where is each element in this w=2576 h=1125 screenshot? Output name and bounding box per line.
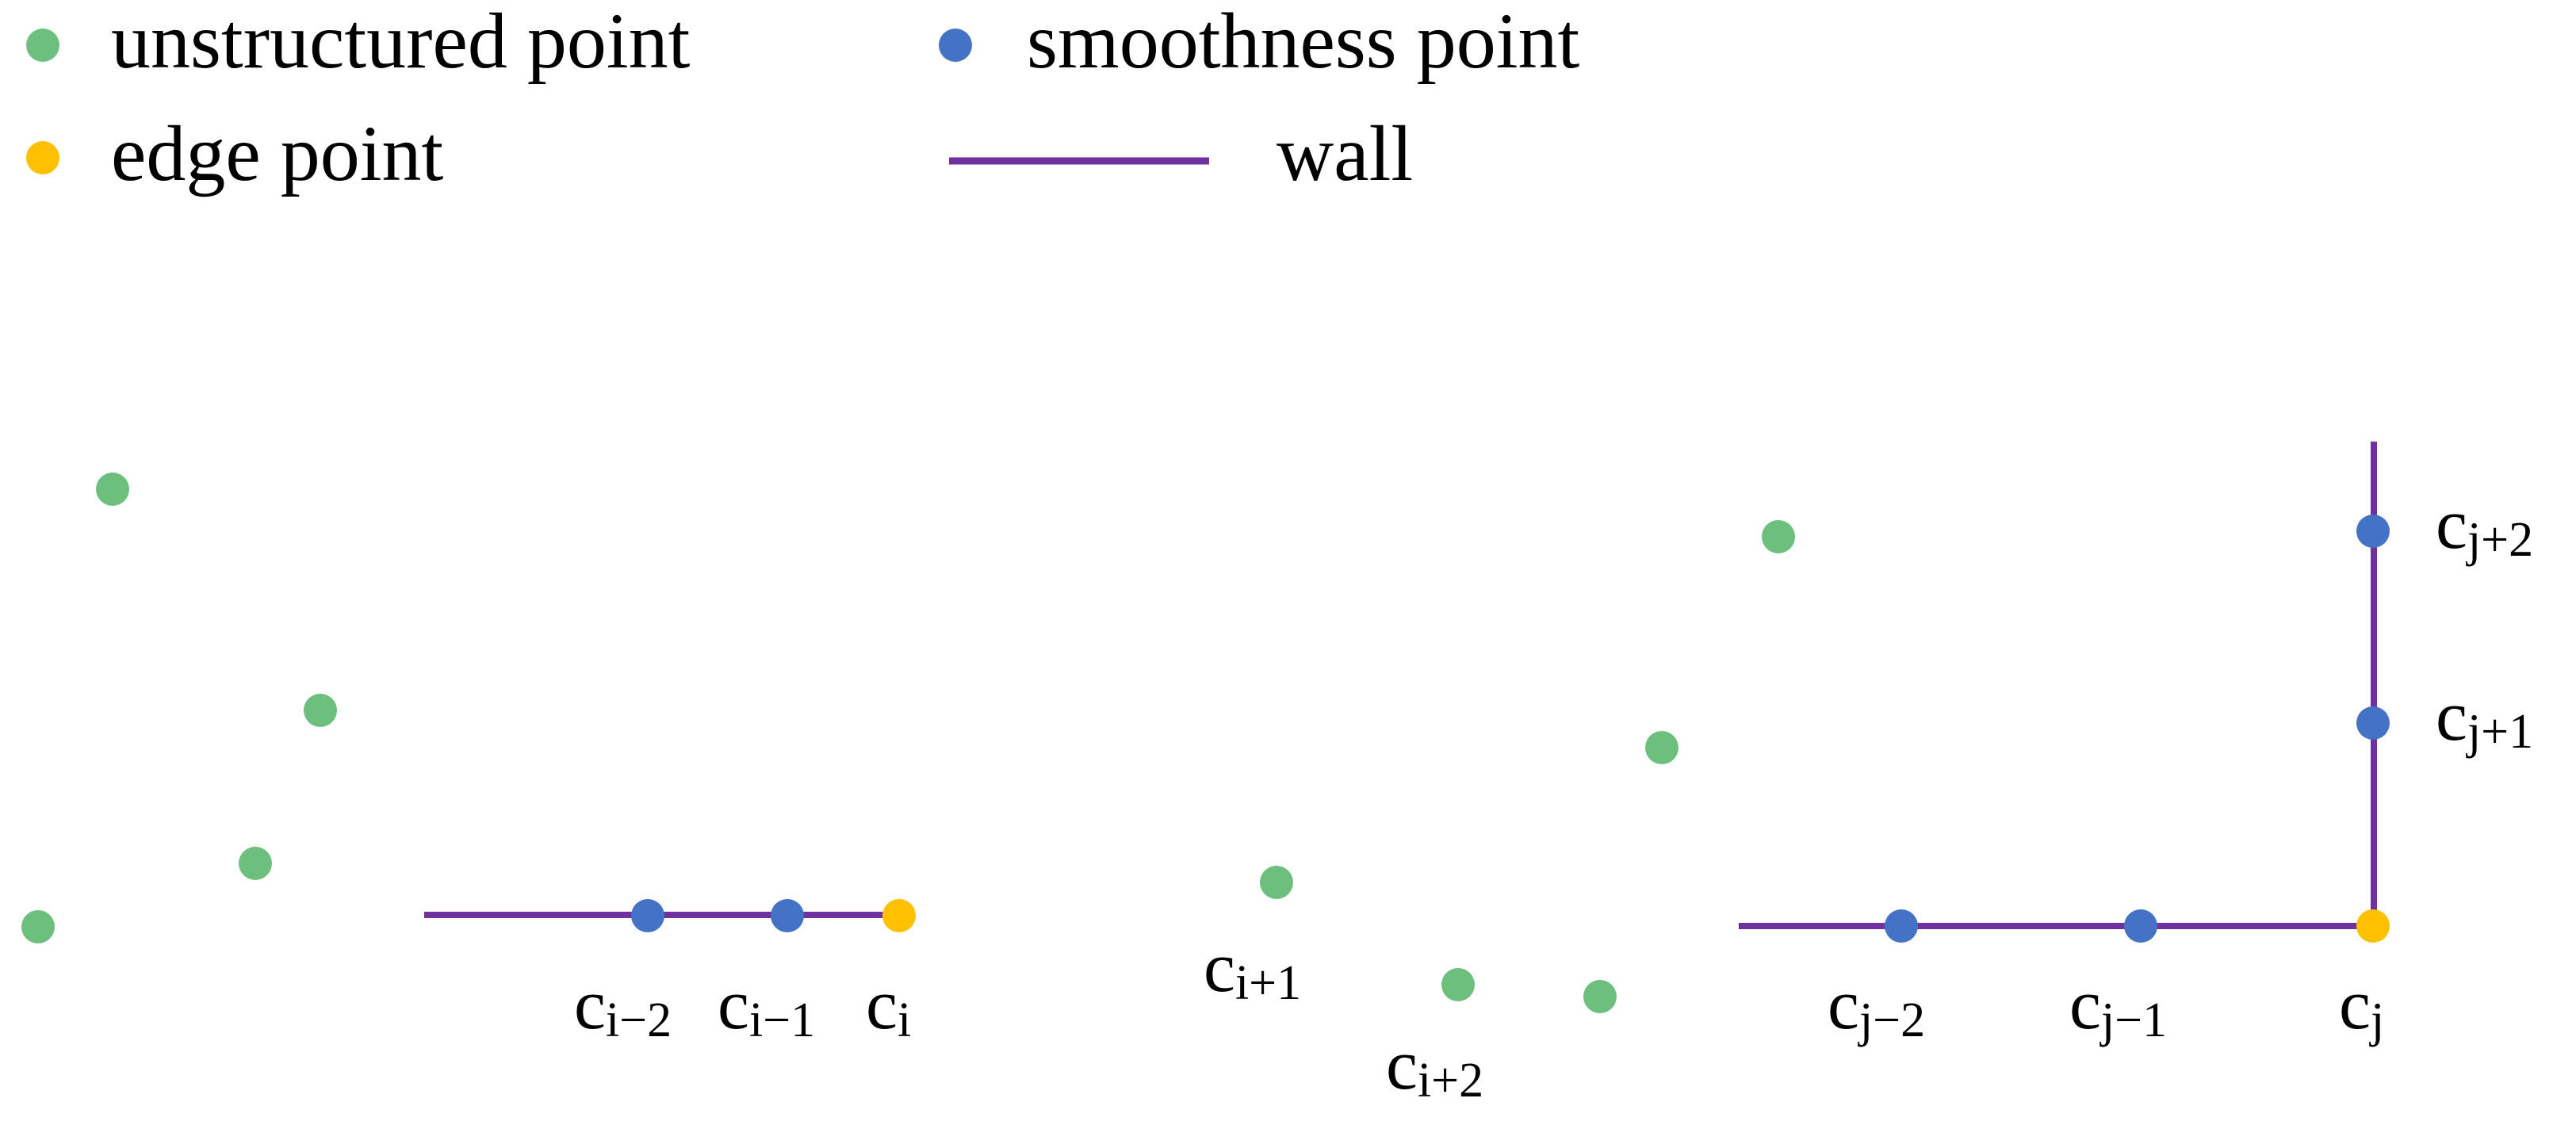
unstructured-point xyxy=(1762,520,1795,553)
label-c-j: cj xyxy=(2339,966,2384,1047)
legend-unstructured-marker xyxy=(26,29,59,62)
label-c-j-plus-2: cj+2 xyxy=(2436,485,2533,567)
smoothness-point-cj+2 xyxy=(2356,515,2390,548)
legend: unstructured point smoothness point edge… xyxy=(26,0,1579,197)
unstructured-point xyxy=(239,847,272,880)
left-configuration: ci−2 ci−1 ci xyxy=(21,473,916,1047)
smoothness-point-ci-1 xyxy=(771,899,804,932)
unstructured-point xyxy=(1645,731,1678,764)
legend-smoothness-label: smoothness point xyxy=(1027,0,1579,85)
right-configuration: cj−2 cj−1 cj cj+1 cj+2 xyxy=(1739,442,2533,1047)
label-c-i-plus-1: ci+1 xyxy=(1204,928,1301,1010)
label-c-i-minus-1: ci−1 xyxy=(718,966,815,1047)
smoothness-point-ci-2 xyxy=(631,899,664,932)
smoothness-point-cj-2 xyxy=(1885,909,1918,943)
label-c-i: ci xyxy=(866,966,911,1047)
label-c-j-minus-1: cj−1 xyxy=(2069,966,2167,1047)
smoothness-point-cj-1 xyxy=(2124,909,2157,943)
label-c-i-plus-2: ci+2 xyxy=(1386,1026,1483,1108)
smoothness-point-cj+1 xyxy=(2356,706,2390,740)
legend-unstructured-label: unstructured point xyxy=(111,0,691,85)
legend-edge-label: edge point xyxy=(111,109,444,197)
unstructured-point xyxy=(96,473,129,506)
legend-wall-label: wall xyxy=(1277,109,1413,197)
unstructured-point xyxy=(1583,980,1617,1013)
unstructured-point-ci+2 xyxy=(1441,968,1475,1001)
label-c-j-plus-1: cj+1 xyxy=(2436,677,2533,759)
unstructured-point xyxy=(21,910,55,943)
legend-edge-marker xyxy=(26,141,59,174)
edge-point-cj xyxy=(2356,909,2390,943)
unstructured-point-ci+1 xyxy=(1260,866,1293,899)
middle-points: ci+1 ci+2 xyxy=(1204,520,1795,1108)
label-c-j-minus-2: cj−2 xyxy=(1828,966,1925,1047)
unstructured-point xyxy=(304,694,337,727)
legend-smoothness-marker xyxy=(939,29,972,62)
edge-point-ci xyxy=(882,899,916,932)
label-c-i-minus-2: ci−2 xyxy=(574,966,672,1047)
